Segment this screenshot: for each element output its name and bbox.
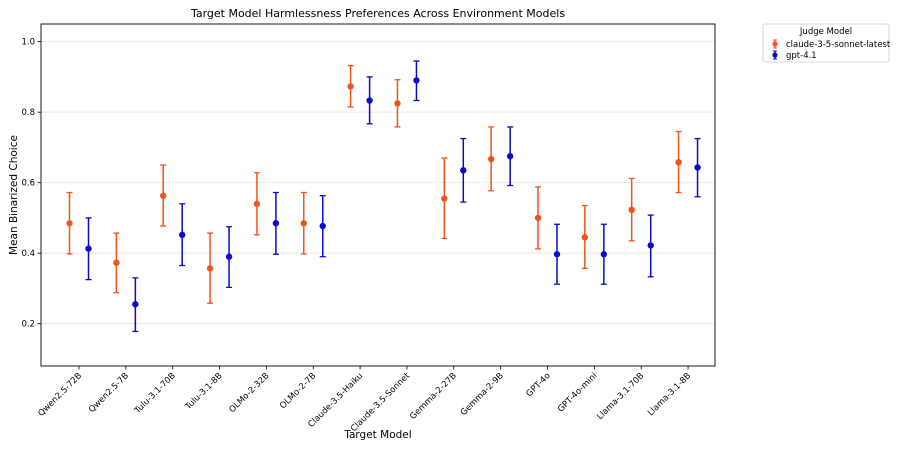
x-tick-label: Gemma-2-27B	[408, 371, 459, 422]
x-tick-label: Gemma-2-9B	[459, 371, 506, 418]
x-tick-label: Llama-3.1-8B	[646, 371, 693, 418]
x-tick-label: OLMo-2-32B	[227, 371, 271, 415]
data-point	[272, 220, 280, 227]
data-point	[160, 192, 167, 199]
data-point	[600, 251, 608, 258]
legend-marker-point	[772, 52, 778, 58]
gridlines	[41, 41, 715, 325]
data-point	[66, 220, 73, 227]
x-axis-ticks: Qwen2.5-72B Qwen2.5-7B Tulu-3.1-70B Tulu-3.…	[36, 366, 693, 434]
legend: Judge Model claude-3-5-sonnet-latestgpt-…	[762, 23, 891, 63]
data-point	[413, 77, 420, 84]
x-tick-label: GPT-4o-mini	[556, 371, 599, 414]
data-point	[253, 200, 261, 208]
x-axis-label: Target Model	[343, 429, 411, 441]
data-point	[628, 206, 635, 214]
data-point	[179, 231, 186, 239]
x-tick-label: GPT-4o	[524, 371, 552, 399]
data-point	[647, 242, 654, 249]
x-tick-label: Tulu-3.1-8B	[183, 371, 225, 413]
data-point	[319, 222, 326, 230]
legend-frame	[762, 23, 890, 63]
data-point	[675, 159, 682, 166]
data-point	[225, 253, 233, 260]
data-point	[132, 301, 139, 308]
legend-label: gpt-4.1	[786, 51, 817, 61]
y-tick-label: 0.2	[21, 320, 35, 330]
y-tick-label: 1.0	[21, 38, 35, 48]
data-point	[534, 214, 542, 222]
y-tick-label: 0.6	[21, 179, 35, 189]
legend-marker-point	[772, 41, 778, 47]
x-tick-label: Qwen2.5-72B	[36, 371, 84, 419]
plot-frame	[40, 23, 716, 367]
data-point	[694, 164, 701, 171]
y-tick-label: 0.4	[21, 249, 35, 259]
data-point	[460, 167, 467, 174]
data-point	[85, 245, 92, 252]
data-point	[113, 259, 120, 266]
data-point	[441, 195, 448, 202]
data-point	[394, 100, 401, 107]
data-point	[581, 234, 589, 241]
x-tick-label: Llama-3.1-70B	[595, 371, 646, 422]
y-tick-label: 0.8	[21, 108, 35, 118]
series-0	[66, 64, 682, 304]
data-point	[366, 97, 373, 104]
x-tick-label: Qwen2.5-7B	[87, 371, 131, 415]
y-axis-label: Mean Binarized Choice	[8, 135, 20, 255]
x-tick-label: OLMo-2-7B	[278, 371, 318, 411]
y-axis-ticks: 0.2 0.4 0.6 0.8 1.0	[21, 38, 41, 330]
data-series	[66, 60, 701, 333]
data-point	[206, 265, 214, 272]
data-point	[300, 220, 307, 227]
legend-title: Judge Model	[799, 27, 852, 37]
data-point	[506, 153, 514, 160]
series-1	[85, 60, 701, 333]
data-point	[487, 155, 495, 163]
x-tick-label: Tulu-3.1-70B	[132, 371, 178, 417]
data-point	[347, 83, 354, 90]
chart-title: Target Model Harmlessness Preferences Ac…	[190, 7, 565, 20]
legend-label: claude-3-5-sonnet-latest	[786, 40, 891, 50]
data-point	[553, 251, 561, 258]
